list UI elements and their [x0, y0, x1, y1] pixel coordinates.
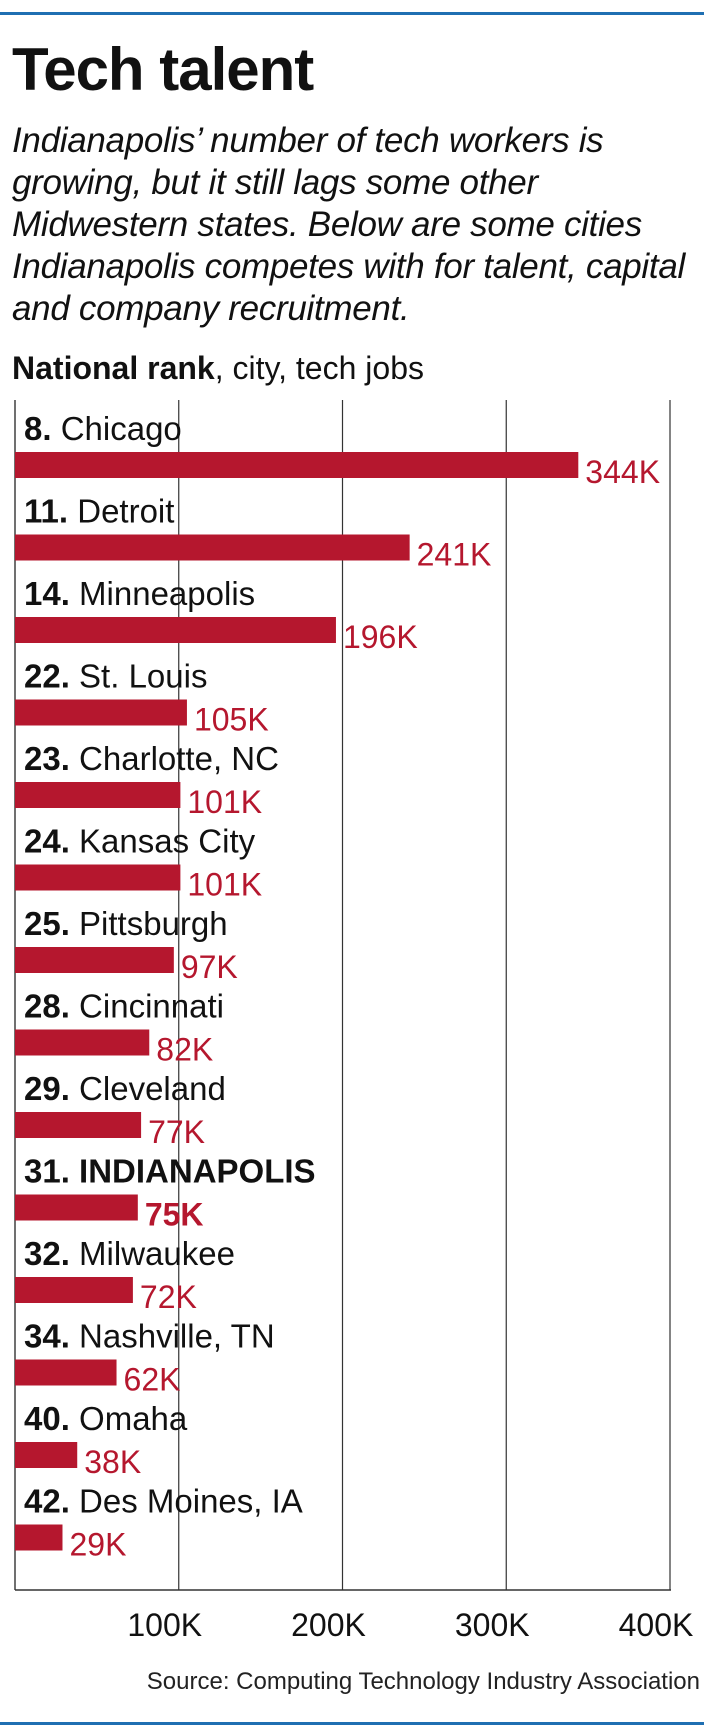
city-rank: 8.	[24, 410, 61, 447]
bar	[15, 699, 187, 726]
value-label: 241K	[417, 537, 492, 573]
bar	[15, 1277, 133, 1303]
x-tick-label: 300K	[455, 1607, 530, 1643]
value-label: 29K	[69, 1527, 126, 1563]
city-name: Kansas City	[79, 823, 256, 860]
city-name: Des Moines, IA	[79, 1483, 303, 1520]
city-rank: 32.	[24, 1235, 79, 1272]
value-label: 101K	[187, 784, 262, 820]
city-rank: 14.	[24, 575, 79, 612]
city-rank: 25.	[24, 905, 79, 942]
city-label: 11. Detroit	[24, 493, 174, 530]
city-name: Charlotte, NC	[79, 740, 279, 777]
city-label: 22. St. Louis	[24, 658, 207, 695]
value-label: 101K	[187, 867, 262, 903]
city-name: Milwaukee	[79, 1235, 235, 1272]
row-label-caption-rest: , city, tech jobs	[214, 350, 424, 386]
row-label-caption-bold: National rank	[12, 350, 215, 386]
bar	[15, 1194, 138, 1221]
city-rank: 31.	[24, 1153, 79, 1190]
city-name: Cleveland	[79, 1070, 226, 1107]
city-rank: 40.	[24, 1400, 79, 1437]
city-name: St. Louis	[79, 658, 207, 695]
bar	[15, 1442, 78, 1468]
city-label: 34. Nashville, TN	[24, 1318, 275, 1355]
city-name: Chicago	[61, 410, 182, 447]
bar	[15, 782, 181, 808]
city-rank: 42.	[24, 1483, 79, 1520]
value-label: 344K	[585, 454, 660, 490]
city-rank: 28.	[24, 988, 79, 1025]
bar	[15, 1029, 150, 1056]
city-label: 8. Chicago	[24, 410, 182, 447]
city-rank: 22.	[24, 658, 79, 695]
value-label: 38K	[84, 1444, 141, 1480]
city-label: 23. Charlotte, NC	[24, 740, 279, 777]
city-label: 42. Des Moines, IA	[24, 1483, 303, 1520]
x-tick-label: 100K	[127, 1607, 202, 1643]
chart-title: Tech talent	[12, 36, 314, 103]
city-rank: 23.	[24, 740, 79, 777]
value-label: 75K	[145, 1197, 204, 1233]
city-rank: 34.	[24, 1318, 79, 1355]
bar	[15, 452, 579, 478]
value-label: 72K	[140, 1279, 197, 1315]
x-tick-label: 200K	[291, 1607, 366, 1643]
top-rule	[0, 12, 704, 15]
city-name: Cincinnati	[79, 988, 224, 1025]
row-label-caption: National rank, city, tech jobs	[12, 348, 424, 388]
city-label: 29. Cleveland	[24, 1070, 226, 1107]
city-label: 32. Milwaukee	[24, 1235, 235, 1272]
city-label: 40. Omaha	[24, 1400, 188, 1437]
city-rank: 24.	[24, 823, 79, 860]
city-name: Nashville, TN	[79, 1318, 275, 1355]
bar	[15, 534, 410, 561]
city-label: 28. Cincinnati	[24, 988, 224, 1025]
city-name: Detroit	[77, 493, 174, 530]
city-rank: 11.	[24, 493, 77, 530]
value-label: 82K	[156, 1032, 213, 1068]
bar	[15, 1112, 142, 1138]
value-label: 77K	[148, 1114, 205, 1150]
city-label: 31. INDIANAPOLIS	[24, 1153, 316, 1190]
value-label: 196K	[343, 619, 418, 655]
city-label: 24. Kansas City	[24, 823, 256, 860]
bottom-rule	[0, 1722, 704, 1725]
chart-subtitle: Indianapolis’ number of tech workers is …	[12, 121, 685, 328]
value-label: 62K	[124, 1362, 181, 1398]
bar	[15, 1359, 117, 1386]
city-rank: 29.	[24, 1070, 79, 1107]
city-name: INDIANAPOLIS	[79, 1153, 316, 1190]
city-label: 14. Minneapolis	[24, 575, 255, 612]
x-tick-label: 400K	[619, 1607, 694, 1643]
bar	[15, 1524, 63, 1551]
bar	[15, 864, 181, 891]
city-name: Pittsburgh	[79, 905, 228, 942]
city-label: 25. Pittsburgh	[24, 905, 228, 942]
value-label: 105K	[194, 702, 269, 738]
bar	[15, 617, 336, 643]
city-name: Omaha	[79, 1400, 188, 1437]
bar	[15, 947, 174, 973]
value-label: 97K	[181, 949, 238, 985]
city-name: Minneapolis	[79, 575, 255, 612]
source-note: Source: Computing Technology Industry As…	[146, 1668, 700, 1695]
